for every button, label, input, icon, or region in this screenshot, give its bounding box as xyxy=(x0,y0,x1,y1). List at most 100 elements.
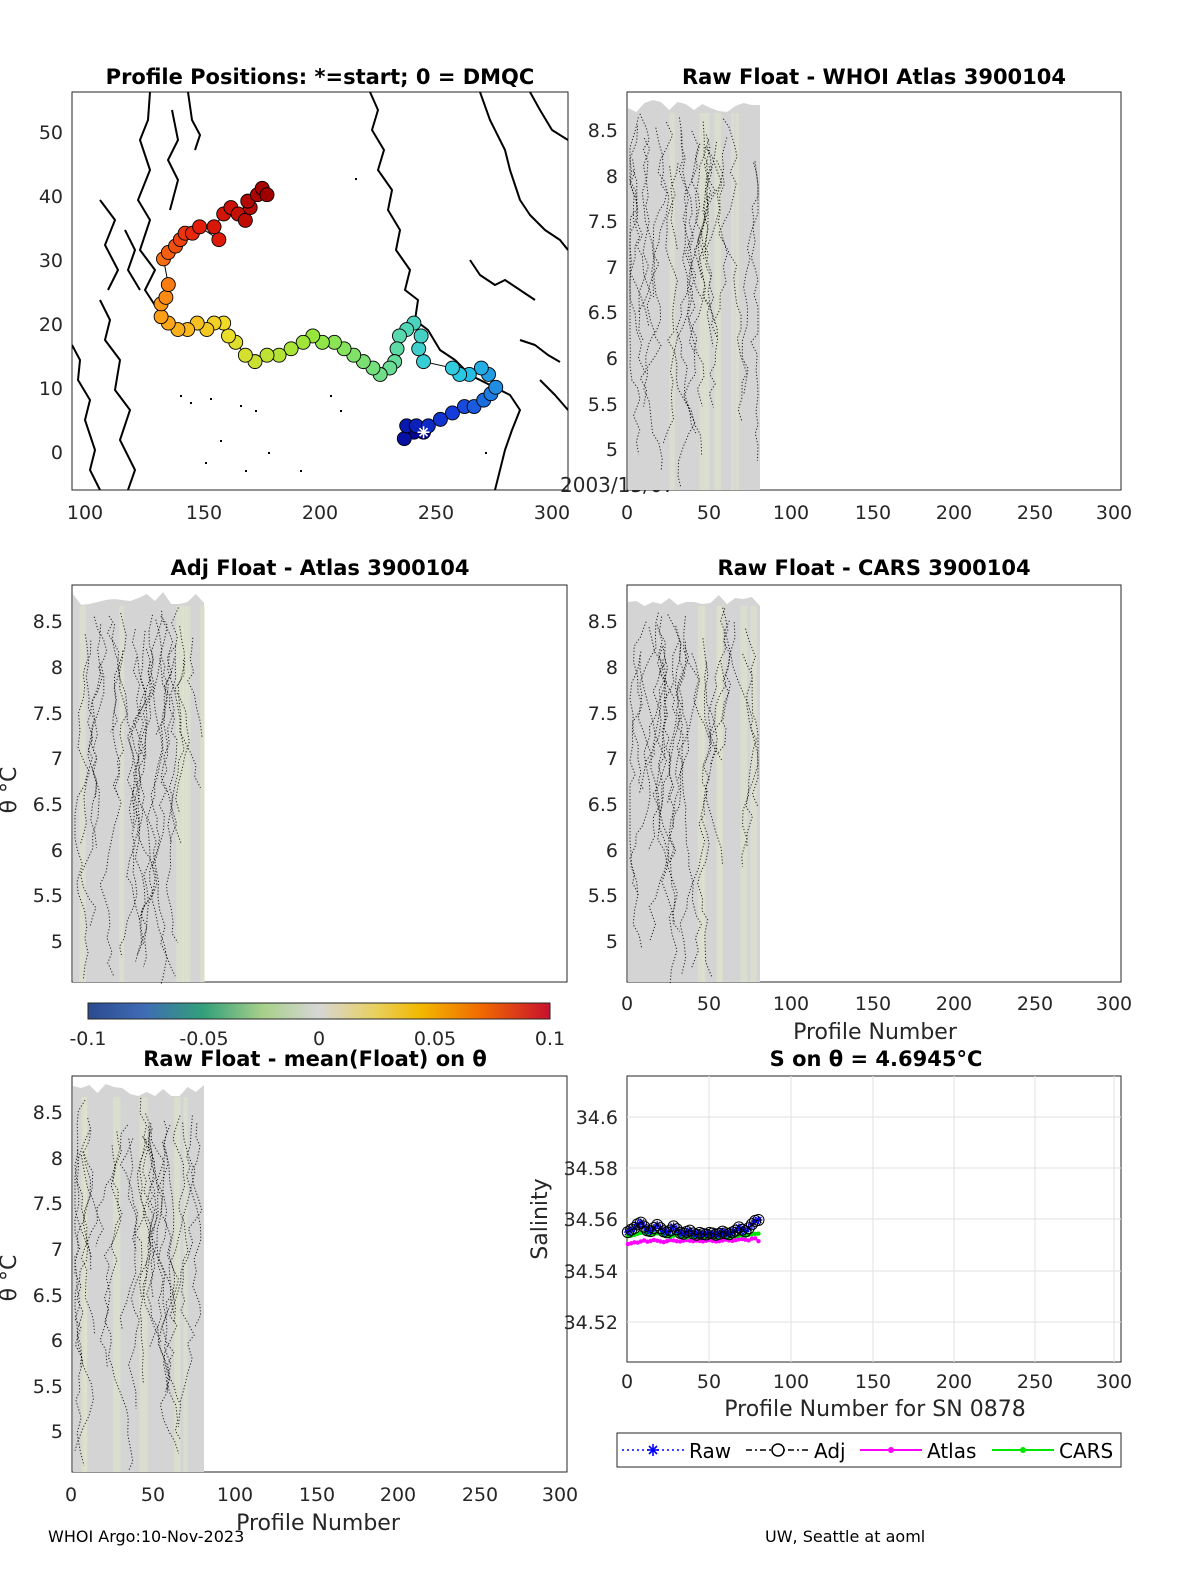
raw-mean-xtick: 200 xyxy=(380,1484,416,1506)
adj-atlas-ytick: 6.5 xyxy=(33,794,63,816)
field-contour xyxy=(678,117,705,407)
field-tint xyxy=(705,113,710,490)
raw-atlas-x-ticks: 0 50 100 150 200 250 300 xyxy=(621,502,1132,524)
raw-atlas-field xyxy=(628,100,760,490)
salinity-ylabel: Salinity xyxy=(528,1178,553,1259)
legend-raw-label: Raw xyxy=(689,1439,731,1463)
field-tint xyxy=(79,606,86,982)
raw-mean-field xyxy=(73,1084,204,1472)
map-ytick: 0 xyxy=(51,442,63,464)
series-adj-point xyxy=(745,1218,758,1231)
raw-mean-ytick: 7 xyxy=(51,1239,63,1261)
field-contour xyxy=(74,1151,92,1367)
field-fill xyxy=(73,592,204,982)
coastlines xyxy=(72,92,568,490)
start-marker xyxy=(417,426,430,439)
field-contour xyxy=(145,1113,180,1454)
field-contour xyxy=(107,623,121,733)
field-contour xyxy=(156,1141,180,1393)
series-adj-point xyxy=(677,1227,690,1240)
adj-atlas-y-ticks: 8.5 8 7.5 7 6.5 6 5.5 5 xyxy=(33,611,63,953)
legend-cars-label: CARS xyxy=(1059,1439,1113,1463)
map-xtick: 150 xyxy=(186,502,222,524)
adj-atlas-ytick: 8.5 xyxy=(33,611,63,633)
raw-atlas-xtick: 0 xyxy=(621,502,633,524)
map-ytick: 10 xyxy=(39,378,63,400)
raw-cars-xtick: 200 xyxy=(936,993,972,1015)
field-contour xyxy=(639,645,667,794)
salinity-y-ticks: 34.6 34.58 34.56 34.54 34.52 xyxy=(564,1107,618,1334)
colorbar-gradient xyxy=(87,1002,551,1020)
raw-cars-xtick: 50 xyxy=(697,993,721,1015)
field-tint xyxy=(176,606,184,982)
map-xtick: 100 xyxy=(67,502,103,524)
raw-cars-ytick: 5 xyxy=(606,931,618,953)
footer-left: WHOI Argo:10-Nov-2023 xyxy=(48,1527,244,1546)
colorbar-tick: 0.05 xyxy=(414,1028,456,1050)
salinity-title: S on θ = 4.6945°C xyxy=(770,1047,983,1071)
series-adj-point xyxy=(742,1222,755,1235)
field-contour xyxy=(142,1128,162,1342)
raw-atlas-ytick: 7 xyxy=(606,257,618,279)
salinity-ytick: 34.52 xyxy=(564,1312,618,1334)
field-contour xyxy=(661,647,690,923)
track-point xyxy=(158,289,174,305)
colorbar-tick: 0.1 xyxy=(535,1028,565,1050)
salinity-xtick: 200 xyxy=(936,1371,972,1393)
field-contour xyxy=(80,1124,128,1335)
adj-atlas-panel: Adj Float - Atlas 3900104 θ °C 8.5 8 7.5… xyxy=(0,556,568,986)
map-ytick: 20 xyxy=(39,314,63,336)
track-point xyxy=(237,212,253,228)
field-contour xyxy=(160,658,179,943)
track-point xyxy=(259,187,275,203)
field-tint xyxy=(697,606,705,982)
field-contour xyxy=(74,624,102,979)
map-y-ticks: 50 40 30 20 10 0 xyxy=(39,122,63,464)
field-contour xyxy=(683,616,723,762)
raw-mean-y-ticks: 8.5 8 7.5 7 6.5 6 5.5 5 xyxy=(33,1102,63,1443)
field-fill xyxy=(628,100,760,490)
raw-atlas-ytick: 8.5 xyxy=(588,120,618,142)
field-tint xyxy=(81,1097,87,1472)
series-adj-point xyxy=(713,1227,726,1240)
salinity-series xyxy=(621,1213,765,1247)
raw-atlas-ytick: 8 xyxy=(606,166,618,188)
field-contour xyxy=(167,645,201,789)
salinity-x-ticks: 0 50 100 150 200 250 300 xyxy=(621,1371,1132,1393)
series-atlas-point xyxy=(677,1239,683,1244)
series-adj-point xyxy=(634,1216,647,1229)
raw-atlas-xtick: 200 xyxy=(936,502,972,524)
adj-atlas-ytick: 7 xyxy=(51,748,63,770)
field-contour xyxy=(126,657,141,824)
series-atlas-point xyxy=(645,1239,650,1244)
field-tint xyxy=(200,606,206,982)
colorbar-tick: -0.05 xyxy=(179,1028,228,1050)
series-adj-point xyxy=(739,1225,752,1238)
raw-atlas-xtick: 250 xyxy=(1017,502,1053,524)
float-track xyxy=(153,180,504,447)
raw-atlas-ytick: 6.5 xyxy=(588,302,618,324)
field-contour xyxy=(146,659,176,977)
raw-mean-ytick: 5.5 xyxy=(33,1376,63,1398)
legend-adj-label: Adj xyxy=(814,1439,846,1463)
island-dots xyxy=(180,178,487,472)
raw-cars-xtick: 250 xyxy=(1017,993,1053,1015)
field-contour xyxy=(670,163,679,251)
salinity-legend: Raw Adj Atlas CARS xyxy=(616,1432,1122,1468)
map-axes xyxy=(71,91,569,491)
field-contour xyxy=(679,662,712,975)
field-contour xyxy=(128,1146,147,1409)
series-atlas-point xyxy=(651,1237,657,1243)
track-point xyxy=(396,431,412,447)
series-adj-point xyxy=(752,1213,765,1226)
series-atlas-point xyxy=(632,1240,637,1245)
salinity-xlabel: Profile Number for SN 0878 xyxy=(724,1397,1025,1422)
field-contour xyxy=(168,1122,196,1315)
field-contour xyxy=(103,1145,134,1472)
raw-mean-panel: Raw Float - mean(Float) on θ θ °C 0 50 1… xyxy=(0,1047,578,1536)
field-contour xyxy=(159,615,182,844)
legend-raw-marker xyxy=(647,1444,659,1456)
track-point xyxy=(283,341,299,357)
adj-atlas-ylabel: θ °C xyxy=(0,767,22,814)
